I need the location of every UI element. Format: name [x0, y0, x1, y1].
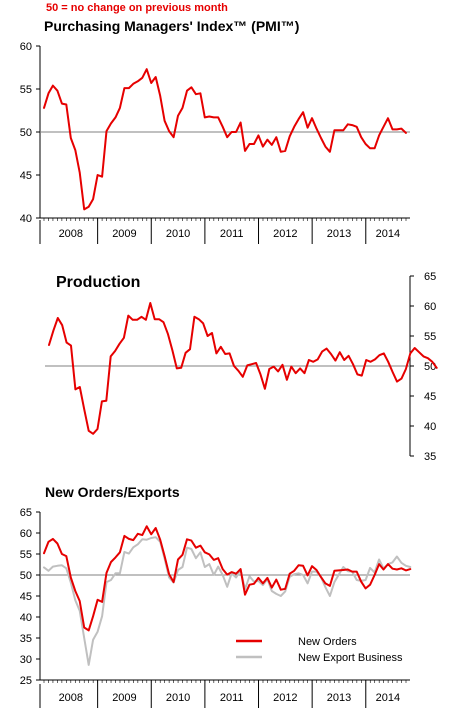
pmi-chart-title: Purchasing Managers' Index™ (PMI™)	[44, 18, 300, 34]
y-tick-label: 60	[424, 301, 436, 313]
series-line-chart1	[43, 68, 407, 211]
y-tick-label: 60	[20, 41, 32, 53]
series-line-new-export-business	[43, 536, 412, 666]
new-orders-chart-title: New Orders/Exports	[45, 484, 180, 500]
y-tick-label: 55	[424, 331, 436, 343]
y-tick-label: 45	[20, 591, 32, 603]
production-chart-title: Production	[56, 274, 141, 291]
y-tick-label: 35	[20, 633, 32, 645]
y-tick-label: 25	[20, 675, 32, 687]
y-tick-label: 40	[424, 421, 436, 433]
series-line-chart2	[48, 302, 438, 435]
series-line-new-orders	[43, 525, 412, 632]
y-tick-label: 60	[20, 528, 32, 540]
y-tick-label: 50	[20, 570, 32, 582]
y-tick-label: 45	[20, 170, 32, 182]
year-label: 2010	[166, 228, 190, 240]
year-label: 2014	[376, 228, 400, 240]
year-label: 2008	[59, 692, 83, 704]
y-tick-label: 55	[20, 84, 32, 96]
y-tick-label: 50	[424, 361, 436, 373]
no-change-note: 50 = no change on previous month	[46, 2, 228, 14]
year-label: 2009	[112, 228, 136, 240]
year-label: 2014	[376, 692, 400, 704]
y-tick-label: 50	[20, 127, 32, 139]
year-label: 2011	[220, 692, 244, 704]
year-label: 2009	[112, 692, 136, 704]
year-label: 2012	[273, 692, 297, 704]
y-tick-label: 35	[424, 451, 436, 463]
year-label: 2013	[327, 228, 351, 240]
y-tick-label: 55	[20, 549, 32, 561]
y-tick-label: 45	[424, 391, 436, 403]
legend-label: New Orders	[298, 636, 357, 648]
y-tick-label: 40	[20, 213, 32, 225]
y-tick-label: 65	[424, 271, 436, 283]
year-label: 2013	[327, 692, 351, 704]
year-label: 2010	[166, 692, 190, 704]
year-label: 2011	[220, 228, 244, 240]
year-label: 2012	[273, 228, 297, 240]
legend-label: New Export Business	[298, 652, 403, 664]
y-tick-label: 65	[20, 507, 32, 519]
y-tick-label: 30	[20, 654, 32, 666]
year-label: 2008	[59, 228, 83, 240]
y-tick-label: 40	[20, 612, 32, 624]
